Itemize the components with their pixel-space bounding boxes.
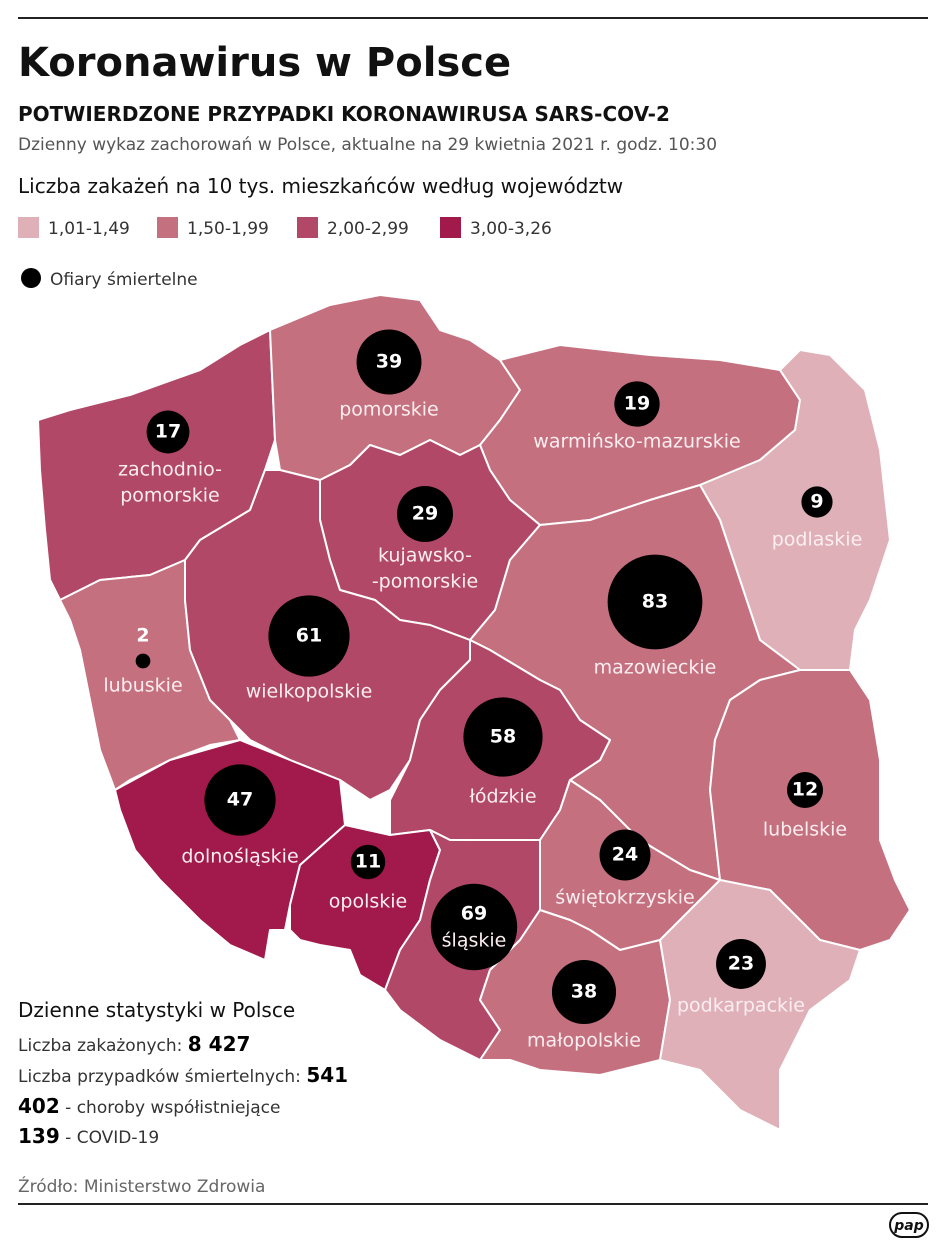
deaths-value: 29 <box>412 503 438 525</box>
deaths-circle <box>786 771 824 809</box>
region-name: podkarpackie <box>677 995 805 1017</box>
region-name: podlaskie <box>772 529 863 551</box>
region <box>114 739 346 961</box>
deaths-circle <box>356 329 422 395</box>
region-marks: zachodnio-pomorskie 17 pomorskie 39 warmińsk… <box>103 329 863 1052</box>
logo-badge <box>889 1212 929 1238</box>
deaths-circle <box>204 764 276 836</box>
deaths-value: 11 <box>355 851 381 873</box>
stat-row: Liczba przypadków śmiertelnych: 541 <box>18 1063 348 1087</box>
deaths-legend-label: Ofiary śmiertelne <box>50 270 198 290</box>
deaths-circle <box>463 697 543 777</box>
deaths-value: 58 <box>490 726 516 748</box>
region-name: lubelskie <box>763 819 847 841</box>
deaths-value: 2 <box>136 625 149 647</box>
stat-value: 402 <box>18 1094 60 1118</box>
region-name: kujawsko- <box>378 545 472 567</box>
stat-value: 8 427 <box>188 1032 251 1056</box>
legend-label: 1,01-1,49 <box>48 219 130 239</box>
region-name: łódzkie <box>469 786 536 808</box>
legend-swatch <box>297 217 318 238</box>
deaths-value: 39 <box>376 351 402 373</box>
deaths-circle <box>614 381 660 427</box>
description: Dzienny wykaz zachorowań w Polsce, aktua… <box>18 135 717 155</box>
region-name: zachodnio- <box>118 459 222 481</box>
legend-label: 3,00-3,26 <box>470 219 552 239</box>
legend: 1,01-1,49 1,50-1,99 2,00-2,99 3,00-3,26 <box>18 217 552 239</box>
region-name: małopolskie <box>527 1030 641 1052</box>
region-name: mazowieckie <box>594 657 717 679</box>
logo: pap <box>893 1218 924 1234</box>
source: Źródło: Ministerstwo Zdrowia <box>18 1175 265 1197</box>
map: zachodnio-pomorskie 17 pomorskie 39 warmińsk… <box>37 294 911 1131</box>
legend-title: Liczba zakażeń na 10 tys. mieszkańców we… <box>18 174 623 198</box>
deaths-circle <box>716 939 766 989</box>
deaths-circle <box>599 829 651 881</box>
deaths-value: 24 <box>612 844 638 866</box>
stats-title: Dzienne statystyki w Polsce <box>18 998 295 1022</box>
region <box>659 879 861 1131</box>
deaths-value: 19 <box>624 393 650 415</box>
region-shapes <box>37 294 911 1131</box>
stat-label: - choroby współistniejące <box>65 1098 280 1118</box>
deaths-value: 47 <box>227 789 253 811</box>
legend-swatch <box>157 217 178 238</box>
deaths-circle <box>146 410 190 454</box>
deaths-circle <box>350 844 386 880</box>
subtitle: POTWIERDZONE PRZYPADKI KORONAWIRUSA SARS… <box>18 102 670 126</box>
region-name: lubuskie <box>103 675 182 697</box>
region-name: opolskie <box>329 891 407 913</box>
title: Koronawirus w Polsce <box>18 40 511 86</box>
deaths-circle <box>607 554 703 650</box>
region-name: pomorskie <box>339 399 439 421</box>
region-name: świętokrzyskie <box>555 887 694 909</box>
deaths-value: 69 <box>461 903 487 925</box>
deaths-legend-dot <box>21 268 41 288</box>
stat-row: Liczba zakażonych: 8 427 <box>18 1032 250 1056</box>
deaths-value: 9 <box>810 491 823 513</box>
deaths-value: 17 <box>155 421 181 443</box>
legend-label: 2,00-2,99 <box>327 219 409 239</box>
deaths-value: 12 <box>792 779 818 801</box>
legend-swatch <box>440 217 461 238</box>
deaths-value: 38 <box>571 981 597 1003</box>
deaths-value: 23 <box>728 953 754 975</box>
stat-label: Liczba zakażonych: <box>18 1036 182 1056</box>
legend-swatch <box>18 217 39 238</box>
stat-row: 402 - choroby współistniejące <box>18 1094 280 1118</box>
deaths-circle <box>135 653 151 669</box>
region-name: warmińsko-mazurskie <box>533 431 740 453</box>
stat-value: 541 <box>306 1063 348 1087</box>
deaths-circle <box>396 485 454 543</box>
deaths-circle <box>430 883 518 971</box>
region-name: wielkopolskie <box>246 681 373 703</box>
region-name: -pomorskie <box>372 571 478 593</box>
deaths-value: 61 <box>296 625 322 647</box>
legend-label: 1,50-1,99 <box>187 219 269 239</box>
stat-row: 139 - COVID-19 <box>18 1124 159 1148</box>
deaths-circle <box>551 959 617 1025</box>
region-name: dolnośląskie <box>181 846 298 868</box>
stat-label: - COVID-19 <box>65 1128 159 1148</box>
stat-label: Liczba przypadków śmiertelnych: <box>18 1067 301 1087</box>
region-name: pomorskie <box>120 485 220 507</box>
deaths-value: 83 <box>642 591 668 613</box>
region-name: śląskie <box>442 930 507 952</box>
deaths-circle <box>801 486 833 518</box>
stat-value: 139 <box>18 1124 60 1148</box>
deaths-circle <box>268 595 350 677</box>
